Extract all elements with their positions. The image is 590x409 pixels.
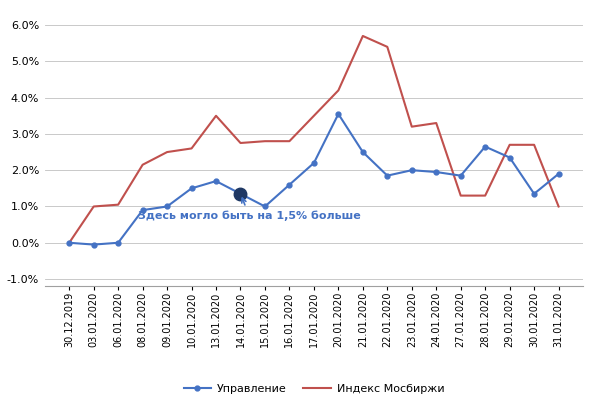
Индекс Мосбиржи <box>555 204 562 209</box>
Индекс Мосбиржи <box>212 113 219 118</box>
Индекс Мосбиржи <box>286 139 293 144</box>
Управление <box>114 240 122 245</box>
Индекс Мосбиржи <box>457 193 464 198</box>
Индекс Мосбиржи <box>90 204 97 209</box>
Управление <box>212 179 219 184</box>
Индекс Мосбиржи <box>384 45 391 49</box>
Управление <box>359 150 366 155</box>
Индекс Мосбиржи <box>408 124 415 129</box>
Управление <box>188 186 195 191</box>
Line: Индекс Мосбиржи: Индекс Мосбиржи <box>69 36 559 243</box>
Управление <box>163 204 171 209</box>
Индекс Мосбиржи <box>114 202 122 207</box>
Управление <box>139 208 146 213</box>
Управление <box>530 191 537 196</box>
Управление <box>481 144 489 149</box>
Индекс Мосбиржи <box>335 88 342 93</box>
Legend: Управление, Индекс Мосбиржи: Управление, Индекс Мосбиржи <box>179 379 449 398</box>
Индекс Мосбиржи <box>506 142 513 147</box>
Индекс Мосбиржи <box>359 34 366 38</box>
Индекс Мосбиржи <box>481 193 489 198</box>
Управление <box>384 173 391 178</box>
Управление <box>286 182 293 187</box>
Индекс Мосбиржи <box>139 162 146 167</box>
Управление <box>261 204 268 209</box>
Управление <box>555 171 562 176</box>
Индекс Мосбиржи <box>261 139 268 144</box>
Индекс Мосбиржи <box>188 146 195 151</box>
Индекс Мосбиржи <box>163 150 171 155</box>
Индекс Мосбиржи <box>432 121 440 126</box>
Text: Здесь могло быть на 1,5% больше: Здесь могло быть на 1,5% больше <box>137 198 360 221</box>
Управление <box>90 242 97 247</box>
Индекс Мосбиржи <box>530 142 537 147</box>
Управление <box>408 168 415 173</box>
Управление <box>65 240 73 245</box>
Line: Управление: Управление <box>67 112 561 247</box>
Управление <box>506 155 513 160</box>
Управление <box>335 112 342 117</box>
Управление <box>457 173 464 178</box>
Управление <box>237 191 244 196</box>
Индекс Мосбиржи <box>310 113 317 118</box>
Управление <box>432 170 440 175</box>
Индекс Мосбиржи <box>65 240 73 245</box>
Индекс Мосбиржи <box>237 141 244 146</box>
Управление <box>310 160 317 165</box>
